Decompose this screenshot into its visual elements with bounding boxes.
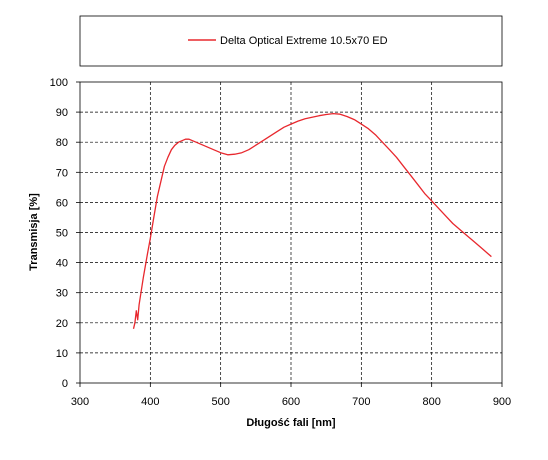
- tick-labels: 300 400 500 600 700 800 900 0 10 20 30 40 50 60 70 80 90…: [50, 77, 512, 408]
- x-tick-label: 400: [141, 396, 159, 408]
- y-tick-label: 0: [62, 378, 68, 390]
- y-tick-label: 10: [56, 348, 68, 360]
- y-tick-label: 40: [56, 258, 68, 270]
- x-axis-title: Długość fali [nm]: [246, 417, 336, 429]
- x-tick-label: 900: [493, 396, 511, 408]
- y-tick-label: 70: [56, 167, 68, 179]
- y-tick-label: 90: [56, 107, 68, 119]
- x-tick-label: 300: [71, 396, 89, 408]
- y-tick-label: 20: [56, 318, 68, 330]
- x-tick-label: 700: [352, 396, 370, 408]
- series-layer: [132, 112, 492, 329]
- y-tick-label: 50: [56, 228, 68, 240]
- y-tick-label: 80: [56, 137, 68, 149]
- legend-box: [79, 15, 503, 67]
- series-line: [132, 112, 492, 329]
- legend-label: Delta Optical Extreme 10.5x70 ED: [220, 35, 388, 47]
- y-tick-label: 100: [50, 77, 68, 89]
- x-tick-label: 500: [211, 396, 229, 408]
- y-tick-label: 30: [56, 288, 68, 300]
- y-tick-label: 60: [56, 197, 68, 209]
- x-tick-label: 800: [422, 396, 440, 408]
- y-axis-title: Transmisja [%]: [28, 193, 40, 271]
- gridlines: [80, 82, 502, 383]
- x-tick-label: 600: [282, 396, 300, 408]
